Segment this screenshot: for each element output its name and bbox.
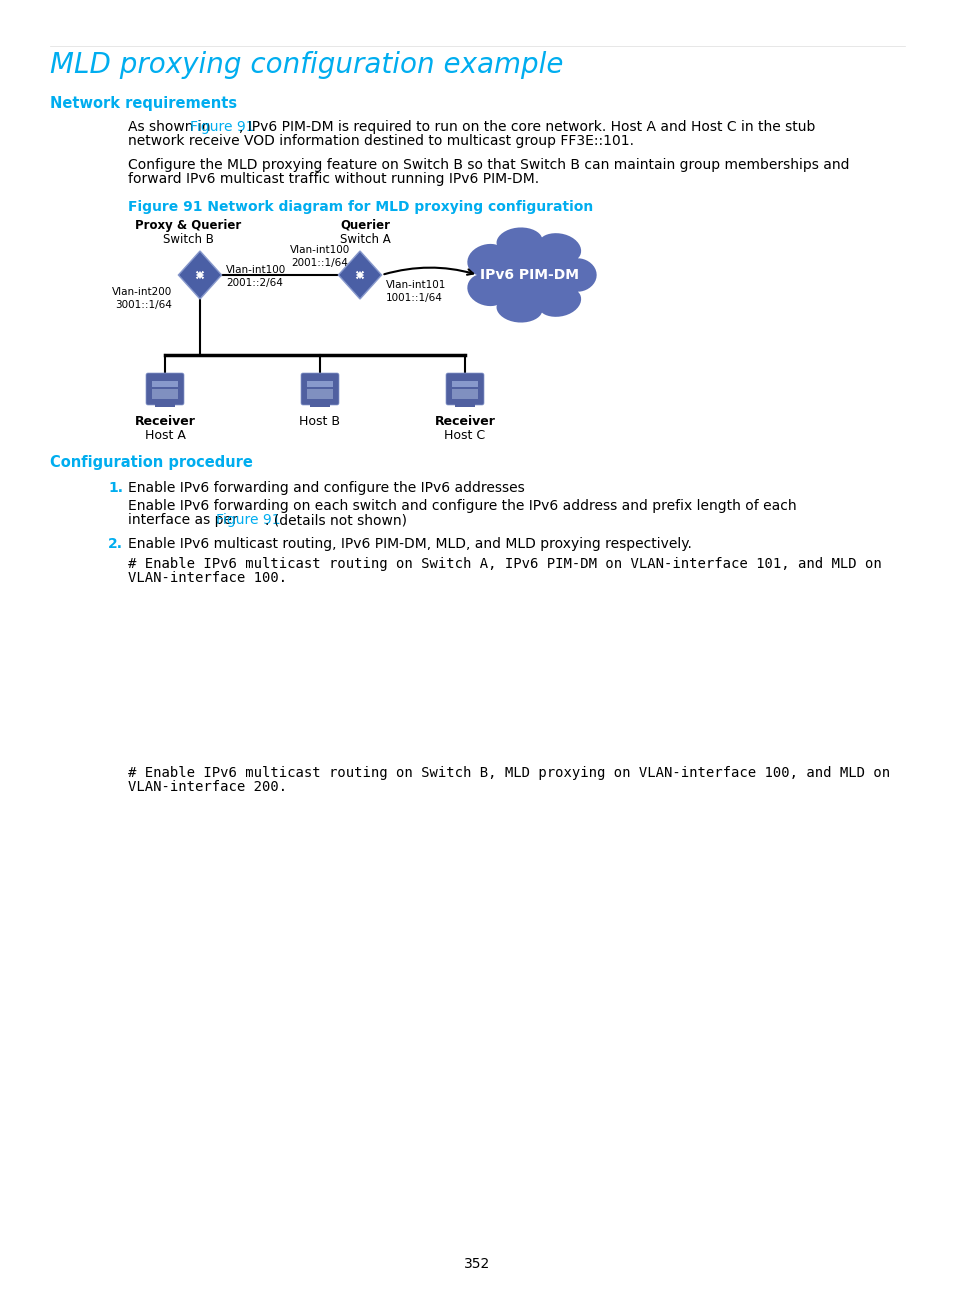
FancyBboxPatch shape [307, 389, 333, 399]
Text: Proxy & Querier: Proxy & Querier [134, 219, 241, 232]
Text: Vlan-int101: Vlan-int101 [386, 280, 446, 290]
Text: Host A: Host A [145, 429, 185, 442]
Text: Switch A: Switch A [339, 233, 390, 246]
Text: Configure the MLD proxying feature on Switch B so that Switch B can maintain gro: Configure the MLD proxying feature on Sw… [128, 158, 848, 172]
Text: 3001::1/64: 3001::1/64 [115, 299, 172, 310]
Text: Enable IPv6 forwarding and configure the IPv6 addresses: Enable IPv6 forwarding and configure the… [128, 481, 524, 495]
Text: Figure 91: Figure 91 [215, 513, 280, 527]
Text: 1001::1/64: 1001::1/64 [386, 293, 442, 303]
Polygon shape [338, 251, 381, 299]
Text: 2001::2/64: 2001::2/64 [226, 279, 283, 288]
Text: MLD proxying configuration example: MLD proxying configuration example [50, 51, 563, 79]
Text: Querier: Querier [339, 219, 390, 232]
FancyBboxPatch shape [152, 381, 178, 388]
Text: Vlan-int100: Vlan-int100 [226, 264, 286, 275]
Text: Vlan-int200: Vlan-int200 [112, 286, 172, 297]
Text: 2.: 2. [108, 537, 123, 551]
Text: VLAN-interface 200.: VLAN-interface 200. [128, 780, 287, 794]
Text: 352: 352 [463, 1257, 490, 1271]
Text: As shown in: As shown in [128, 121, 214, 133]
Polygon shape [178, 251, 221, 299]
Polygon shape [467, 228, 596, 323]
Text: # Enable IPv6 multicast routing on Switch B, MLD proxying on VLAN-interface 100,: # Enable IPv6 multicast routing on Switc… [128, 766, 889, 780]
FancyBboxPatch shape [452, 381, 477, 388]
Text: Host B: Host B [299, 415, 340, 428]
Text: IPv6 PIM-DM: IPv6 PIM-DM [480, 268, 578, 283]
Text: Enable IPv6 forwarding on each switch and configure the IPv6 address and prefix : Enable IPv6 forwarding on each switch an… [128, 499, 796, 513]
Bar [310, 403, 330, 407]
Text: # Enable IPv6 multicast routing on Switch A, IPv6 PIM-DM on VLAN-interface 101, : # Enable IPv6 multicast routing on Switc… [128, 557, 881, 572]
Text: 2001::1/64: 2001::1/64 [292, 258, 348, 268]
Text: VLAN-interface 100.: VLAN-interface 100. [128, 572, 287, 584]
Text: Host C: Host C [444, 429, 485, 442]
Bar [455, 403, 475, 407]
FancyBboxPatch shape [446, 373, 483, 404]
Text: Network requirements: Network requirements [50, 96, 237, 111]
Text: 1.: 1. [108, 481, 123, 495]
FancyBboxPatch shape [307, 381, 333, 388]
Text: forward IPv6 multicast traffic without running IPv6 PIM-DM.: forward IPv6 multicast traffic without r… [128, 172, 538, 187]
Text: Figure 91 Network diagram for MLD proxying configuration: Figure 91 Network diagram for MLD proxyi… [128, 200, 593, 214]
FancyBboxPatch shape [452, 389, 477, 399]
Text: Switch B: Switch B [162, 233, 213, 246]
Text: interface as per: interface as per [128, 513, 242, 527]
FancyBboxPatch shape [301, 373, 338, 404]
Bar [154, 403, 174, 407]
Text: Enable IPv6 multicast routing, IPv6 PIM-DM, MLD, and MLD proxying respectively.: Enable IPv6 multicast routing, IPv6 PIM-… [128, 537, 691, 551]
Text: , IPv6 PIM-DM is required to run on the core network. Host A and Host C in the s: , IPv6 PIM-DM is required to run on the … [239, 121, 815, 133]
Text: Configuration procedure: Configuration procedure [50, 455, 253, 470]
Text: Receiver: Receiver [435, 415, 495, 428]
Text: Vlan-int100: Vlan-int100 [290, 245, 350, 255]
Text: Receiver: Receiver [134, 415, 195, 428]
Text: Figure 91: Figure 91 [190, 121, 254, 133]
Text: . (details not shown): . (details not shown) [265, 513, 407, 527]
Text: network receive VOD information destined to multicast group FF3E::101.: network receive VOD information destined… [128, 133, 634, 148]
FancyBboxPatch shape [152, 389, 178, 399]
FancyBboxPatch shape [146, 373, 184, 404]
